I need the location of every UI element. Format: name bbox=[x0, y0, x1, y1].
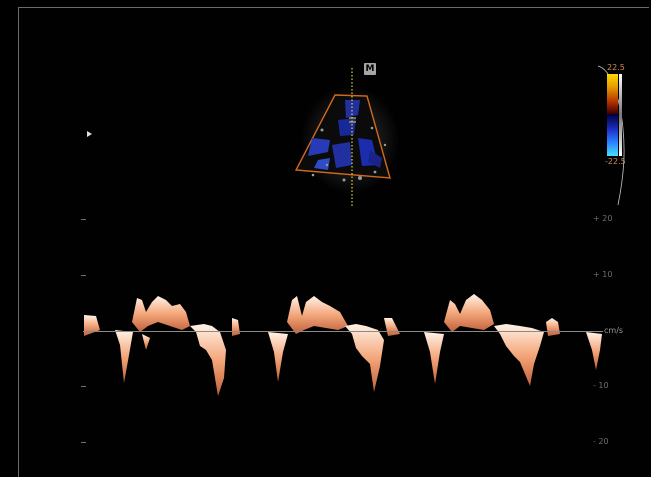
depth-pointer-icon[interactable] bbox=[87, 131, 92, 137]
left-tick bbox=[81, 275, 86, 276]
left-tick bbox=[81, 219, 86, 220]
display-frame bbox=[18, 7, 649, 477]
spectral-doppler-trace bbox=[84, 294, 602, 396]
color-scale-min-label: -22.5 bbox=[605, 157, 626, 166]
tissue-speckle bbox=[311, 126, 387, 182]
m-marker-icon[interactable]: M bbox=[364, 63, 376, 75]
spectral-baseline bbox=[83, 331, 603, 332]
left-tick bbox=[81, 386, 86, 387]
m-marker-label: M bbox=[365, 64, 375, 74]
velocity-tick-label: + 10 bbox=[593, 270, 613, 279]
sector-image bbox=[294, 68, 400, 208]
velocity-tick-label: + 20 bbox=[593, 214, 613, 223]
color-scale-negative bbox=[607, 114, 618, 156]
velocity-tick-label: - 10 bbox=[593, 381, 609, 390]
color-scale-max-label: 22.5 bbox=[607, 63, 625, 72]
left-tick bbox=[81, 442, 86, 443]
velocity-unit-label: cm/s bbox=[604, 326, 624, 335]
velocity-tick-label: - 20 bbox=[593, 437, 609, 446]
color-scale-positive bbox=[607, 74, 618, 114]
color-scale-gray bbox=[619, 74, 622, 156]
